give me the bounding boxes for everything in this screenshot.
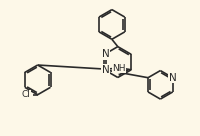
Text: N: N — [169, 73, 177, 83]
Text: NH: NH — [112, 64, 126, 73]
Text: N: N — [102, 49, 109, 59]
Text: Cl: Cl — [21, 90, 30, 99]
Text: N: N — [102, 65, 109, 75]
